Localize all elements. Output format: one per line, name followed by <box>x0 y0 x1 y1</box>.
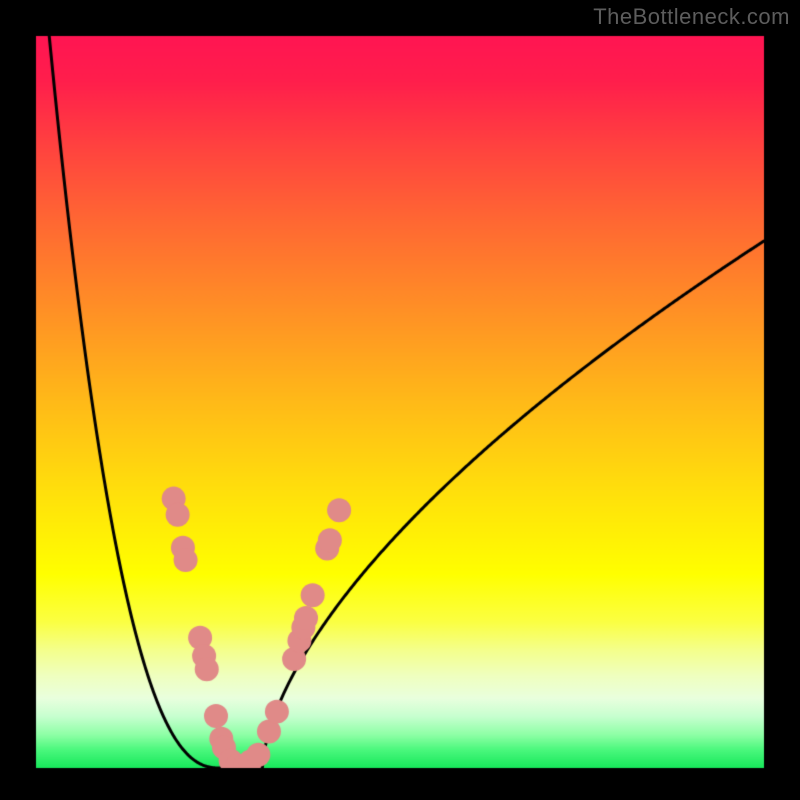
chart-stage: TheBottleneck.com <box>0 0 800 800</box>
chart-canvas <box>0 0 800 800</box>
watermark-text: TheBottleneck.com <box>593 4 790 30</box>
